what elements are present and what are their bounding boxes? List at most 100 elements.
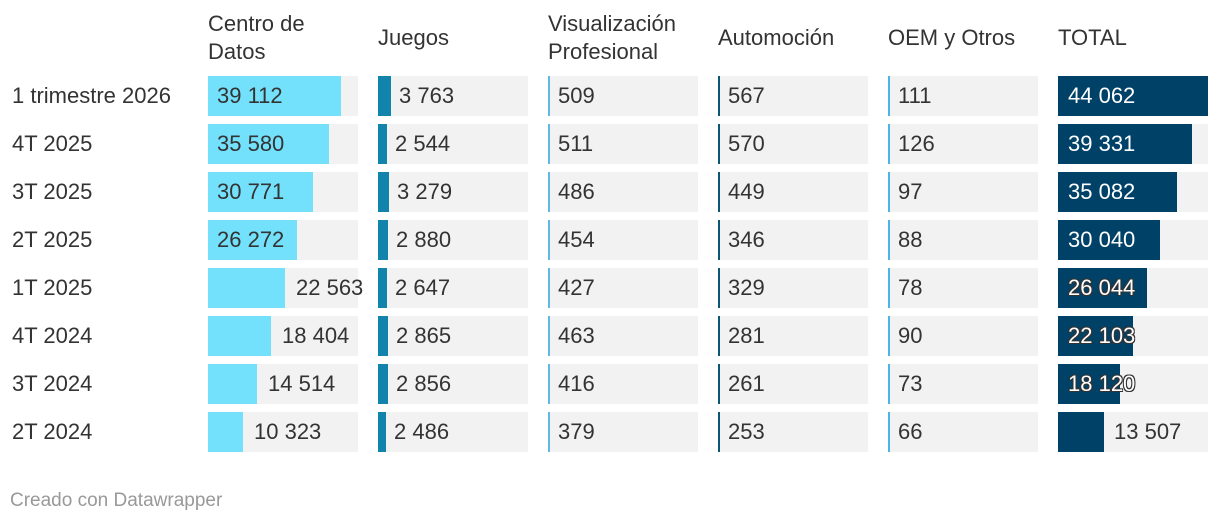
cell-games: 3 763: [378, 76, 528, 116]
bar-games: [378, 364, 388, 404]
bar-oem: [888, 124, 890, 164]
value-viz: 511: [558, 131, 594, 156]
bar-oem: [888, 364, 890, 404]
bar-background: [548, 364, 698, 404]
cell-auto: 570: [718, 124, 868, 164]
bar-dc: [208, 220, 297, 260]
cell-dc: 26 272: [208, 220, 358, 260]
bar-background: [378, 76, 528, 116]
cell-viz: 511: [548, 124, 698, 164]
bar-games: [378, 76, 391, 116]
cell-oem: 111: [888, 76, 1038, 116]
cell-auto: 281: [718, 316, 868, 356]
value-total: 18 120: [1068, 371, 1136, 396]
cell-total: 18 120: [1058, 364, 1208, 404]
cell-oem: 66: [888, 412, 1038, 452]
value-auto: 570: [728, 131, 765, 156]
value-oem: 90: [898, 323, 923, 348]
column-header-viz: Visualización Profesional: [548, 11, 677, 64]
value-auto: 567: [728, 83, 765, 108]
cell-oem: 90: [888, 316, 1038, 356]
value-viz: 486: [558, 179, 595, 204]
cell-viz: 509: [548, 76, 698, 116]
value-total: 39 331: [1068, 131, 1136, 156]
value-viz: 416: [558, 371, 595, 396]
bar-background: [888, 412, 1038, 452]
bar-background: [378, 268, 528, 308]
bar-total: [1058, 412, 1104, 452]
value-auto: 281: [728, 323, 765, 348]
bar-background: [548, 220, 698, 260]
bar-viz: [548, 316, 550, 356]
bar-total: [1058, 124, 1192, 164]
cell-oem: 88: [888, 220, 1038, 260]
cell-total: 13 507: [1058, 412, 1208, 452]
value-dc: 30 771: [217, 179, 285, 204]
bar-games: [378, 412, 386, 452]
column-header-oem: OEM y Otros: [888, 25, 1016, 50]
bar-oem: [888, 316, 890, 356]
cell-oem: 97: [888, 172, 1038, 212]
cell-oem: 73: [888, 364, 1038, 404]
column-header-games: Juegos: [378, 25, 449, 50]
bar-viz: [548, 124, 550, 164]
cell-dc: 18 404: [208, 316, 358, 356]
bar-games: [378, 220, 388, 260]
bar-oem: [888, 268, 890, 308]
bar-background: [548, 76, 698, 116]
bar-background: [718, 76, 868, 116]
bar-total: [1058, 220, 1160, 260]
bar-games: [378, 316, 388, 356]
value-games: 2 544: [395, 131, 451, 156]
cell-dc: 10 323: [208, 412, 358, 452]
value-dc: 18 404: [282, 323, 350, 348]
footer-credit: Creado con Datawrapper: [10, 490, 223, 511]
value-dc: 39 112: [217, 83, 283, 108]
cell-viz: 486: [548, 172, 698, 212]
bar-background: [548, 412, 698, 452]
bar-dc: [208, 364, 257, 404]
value-dc: 35 580: [217, 131, 285, 156]
cell-viz: 454: [548, 220, 698, 260]
bar-background: [888, 364, 1038, 404]
bar-background: [378, 220, 528, 260]
bar-viz: [548, 412, 550, 452]
bar-background: [718, 316, 868, 356]
row-label: 3T 2025: [12, 179, 93, 204]
cell-dc: 14 514: [208, 364, 358, 404]
bar-auto: [718, 316, 720, 356]
bar-background: [718, 220, 868, 260]
cell-games: 2 856: [378, 364, 528, 404]
value-games: 2 880: [396, 227, 452, 252]
bar-background: [718, 172, 868, 212]
bar-background: [888, 268, 1038, 308]
value-oem: 66: [898, 419, 923, 444]
bar-dc: [208, 268, 285, 308]
cell-games: 2 486: [378, 412, 528, 452]
value-auto: 449: [728, 179, 765, 204]
bar-auto: [718, 124, 720, 164]
bar-background: [718, 268, 868, 308]
value-oem: 111: [898, 83, 932, 108]
value-viz: 427: [558, 275, 595, 300]
row-label: 4T 2024: [12, 323, 93, 348]
value-oem: 88: [898, 227, 923, 252]
cell-auto: 261: [718, 364, 868, 404]
bar-background: [888, 124, 1038, 164]
bar-dc: [208, 76, 341, 116]
bar-oem: [888, 76, 890, 116]
cell-games: 2 880: [378, 220, 528, 260]
value-dc: 14 514: [268, 371, 336, 396]
bar-oem: [888, 172, 890, 212]
cell-dc: 30 771: [208, 172, 358, 212]
bar-oem: [888, 412, 890, 452]
value-oem: 126: [898, 131, 935, 156]
cell-auto: 329: [718, 268, 868, 308]
column-header-total: TOTAL: [1058, 25, 1127, 50]
value-total: 35 082: [1068, 179, 1136, 204]
bar-auto: [718, 76, 720, 116]
value-viz: 454: [558, 227, 595, 252]
row-label: 3T 2024: [12, 371, 93, 396]
bar-viz: [548, 220, 550, 260]
value-dc: 22 563: [296, 275, 364, 300]
